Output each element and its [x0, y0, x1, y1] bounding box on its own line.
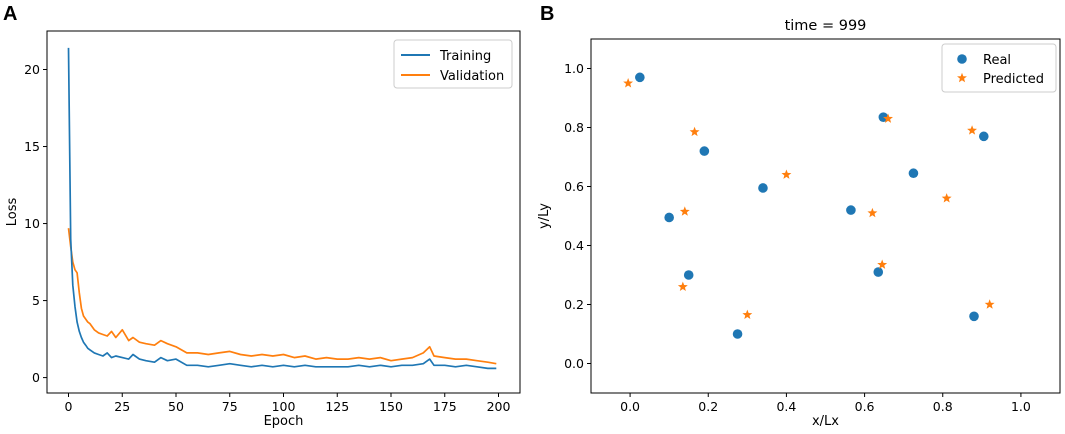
scatter-points: [623, 72, 995, 339]
loss-x-tick-label: 125: [325, 399, 349, 414]
legend-predicted-label: Predicted: [983, 72, 1044, 87]
predicted-point: [967, 125, 978, 135]
loss-y-tick-label: 0: [32, 370, 40, 385]
scatter-ticks: 0.0 0.2 0.4 0.6 0.8 1.0 0.0 0.2 0.4 0.6 0.8 1.0: [564, 61, 1031, 414]
predicted-point: [781, 169, 792, 179]
scatter-y-tick-label: 0.8: [564, 120, 584, 135]
panel-label-a: A: [3, 3, 17, 25]
predicted-point: [742, 309, 753, 320]
loss-x-tick-label: 100: [272, 399, 296, 414]
loss-series: [67, 47, 497, 370]
real-point: [732, 329, 743, 339]
real-point: [635, 72, 645, 83]
scatter-x-tick-label: 0.6: [855, 399, 875, 414]
loss-line-validation: [67, 228, 497, 365]
predicted-point: [867, 207, 878, 218]
predicted-point: [883, 113, 893, 123]
real-point: [699, 146, 710, 156]
loss-line-training: [67, 47, 497, 370]
real-point: [908, 168, 919, 179]
loss-y-tick-label: 10: [24, 216, 40, 231]
panel-label-b: B: [540, 3, 554, 25]
scatter-legend-box: [941, 43, 1057, 93]
real-point: [978, 131, 989, 142]
predicted-point: [941, 193, 952, 203]
scatter-x-tick-label: 0.4: [776, 399, 796, 414]
scatter-y-tick-label: 0.0: [564, 356, 584, 371]
scatter-x-tick-label: 0.2: [698, 399, 718, 414]
loss-legend: Training Validation: [393, 39, 513, 89]
predicted-point: [877, 259, 888, 269]
predicted-point: [984, 299, 995, 309]
loss-x-tick-label: 75: [222, 399, 238, 414]
scatter-y-tick-label: 0.6: [564, 179, 584, 194]
real-point: [873, 267, 884, 277]
scatter-y-tick-label: 1.0: [564, 61, 584, 76]
loss-x-tick-label: 25: [114, 399, 130, 414]
scatter-y-tick-label: 0.2: [564, 297, 584, 312]
loss-ticks: 0 25 50 75 100 125 150 175 200 0 5 10 15 20: [24, 62, 510, 414]
loss-x-tick-label: 0: [65, 399, 73, 414]
legend-validation-label: Validation: [440, 69, 504, 84]
scatter-title: time = 999: [785, 18, 867, 34]
legend-predicted-marker: [957, 72, 967, 83]
scatter-chart: time = 999 0.0 0.2 0.4 0.6 0.8 1.00.00.20.40.…: [537, 18, 1061, 429]
scatter-y-axis-label: y/Ly: [537, 203, 552, 229]
loss-y-axis-label: Loss: [5, 198, 20, 227]
loss-x-tick-label: 150: [379, 399, 403, 414]
predicted-point: [679, 206, 690, 216]
loss-y-tick-label: 20: [24, 62, 40, 77]
loss-x-tick-label: 50: [168, 399, 184, 414]
predicted-point: [623, 78, 634, 88]
real-point: [683, 270, 694, 280]
scatter-x-tick-label: 0.8: [933, 399, 953, 414]
scatter-legend: Real Predicted: [941, 43, 1057, 93]
legend-real-label: Real: [983, 53, 1011, 68]
loss-x-tick-label: 200: [487, 399, 511, 414]
loss-x-tick-label: 175: [433, 399, 457, 414]
real-point: [969, 311, 979, 322]
scatter-y-tick-label: 0.4: [564, 238, 584, 253]
loss-y-tick-label: 15: [24, 139, 40, 154]
real-point: [758, 183, 768, 193]
real-point: [664, 212, 674, 223]
loss-x-axis-label: Epoch: [264, 414, 304, 429]
scatter-x-axis-label: x/Lx: [812, 414, 839, 429]
scatter-x-tick-label: 0.0: [620, 399, 640, 414]
real-point: [846, 205, 856, 215]
scatter-plot-frame: [590, 38, 1061, 394]
loss-chart: 0 25 50 75 100 125 150 175 200 0 5 10 15 20 Epoch Los…: [5, 30, 521, 429]
predicted-point: [689, 126, 700, 137]
loss-y-tick-label: 5: [32, 293, 40, 308]
legend-training-label: Training: [439, 49, 491, 64]
scatter-x-tick-label: 1.0: [1011, 399, 1031, 414]
legend-real-marker: [957, 54, 967, 64]
predicted-point: [677, 281, 688, 292]
